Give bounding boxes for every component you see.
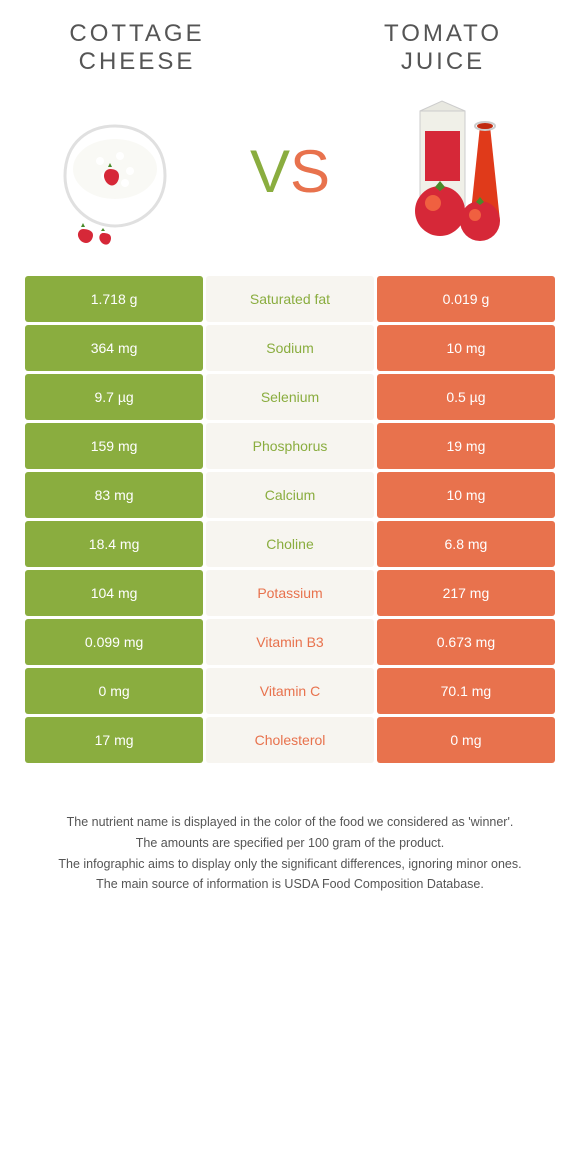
left-value: 159 mg [25,423,203,469]
right-value: 19 mg [377,423,555,469]
vs-s: S [290,137,330,206]
left-value: 83 mg [25,472,203,518]
nutrient-label: Saturated fat [206,276,374,322]
table-row: 159 mgPhosphorus19 mg [25,423,555,469]
footer-line: The infographic aims to display only the… [35,855,545,874]
table-row: 83 mgCalcium10 mg [25,472,555,518]
left-value: 9.7 µg [25,374,203,420]
footer-line: The nutrient name is displayed in the co… [35,813,545,832]
table-row: 18.4 mgCholine6.8 mg [25,521,555,567]
nutrient-label: Sodium [206,325,374,371]
footer-line: The main source of information is USDA F… [35,875,545,894]
left-value: 0 mg [25,668,203,714]
nutrient-label: Selenium [206,374,374,420]
footer-line: The amounts are specified per 100 gram o… [35,834,545,853]
table-row: 104 mgPotassium217 mg [25,570,555,616]
right-value: 0.673 mg [377,619,555,665]
left-value: 104 mg [25,570,203,616]
table-row: 9.7 µgSelenium0.5 µg [25,374,555,420]
comparison-table: 1.718 gSaturated fat0.019 g364 mgSodium1… [25,276,555,763]
nutrient-label: Vitamin B3 [206,619,374,665]
right-value: 6.8 mg [377,521,555,567]
header: COTTAGE CHEESE TOMATO JUICE [25,20,555,76]
table-row: 1.718 gSaturated fat0.019 g [25,276,555,322]
left-value: 364 mg [25,325,203,371]
nutrient-label: Potassium [206,570,374,616]
right-value: 0.5 µg [377,374,555,420]
nutrient-label: Cholesterol [206,717,374,763]
right-value: 217 mg [377,570,555,616]
left-value: 0.099 mg [25,619,203,665]
right-food-image [385,91,545,251]
nutrient-label: Phosphorus [206,423,374,469]
footer-notes: The nutrient name is displayed in the co… [25,813,555,894]
nutrient-label: Choline [206,521,374,567]
vs-label: VS [250,137,330,206]
nutrient-label: Calcium [206,472,374,518]
right-value: 0 mg [377,717,555,763]
vs-v: V [250,137,290,206]
table-row: 0 mgVitamin C70.1 mg [25,668,555,714]
right-value: 10 mg [377,472,555,518]
table-row: 364 mgSodium10 mg [25,325,555,371]
nutrient-label: Vitamin C [206,668,374,714]
right-food-title: TOMATO JUICE [341,20,545,76]
left-food-image [35,91,195,251]
table-row: 0.099 mgVitamin B30.673 mg [25,619,555,665]
left-food-title: COTTAGE CHEESE [35,20,239,76]
left-value: 1.718 g [25,276,203,322]
right-value: 70.1 mg [377,668,555,714]
right-value: 10 mg [377,325,555,371]
left-value: 18.4 mg [25,521,203,567]
table-row: 17 mgCholesterol0 mg [25,717,555,763]
images-row: VS [25,91,555,251]
left-value: 17 mg [25,717,203,763]
right-value: 0.019 g [377,276,555,322]
